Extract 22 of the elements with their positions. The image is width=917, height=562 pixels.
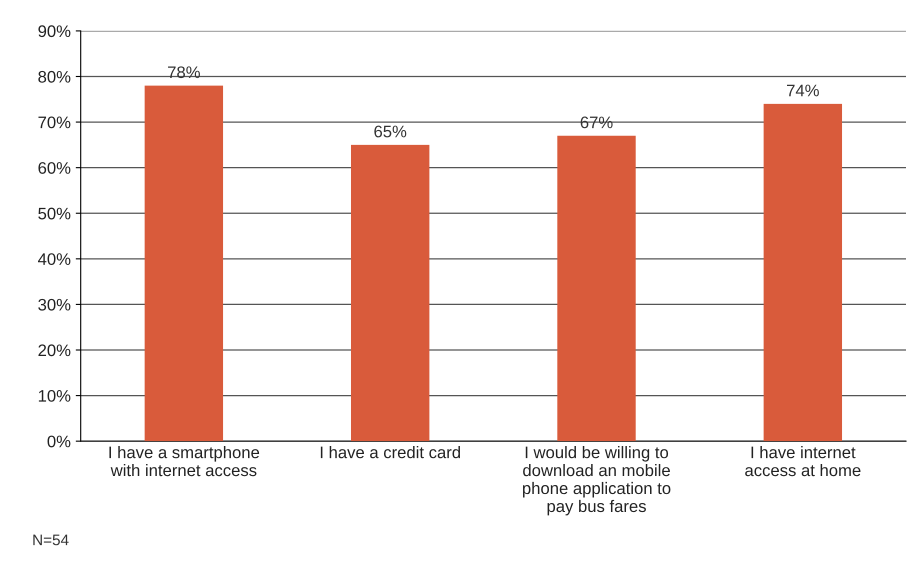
x-tick-label: I have a credit card [320, 446, 460, 458]
y-tick-label: 30% [38, 298, 70, 311]
y-tick-label: 60% [38, 162, 70, 174]
bar [557, 136, 636, 442]
bar [144, 86, 224, 442]
y-tick-label: 80% [38, 70, 70, 83]
data-label: 78% [168, 66, 200, 78]
x-tick-label: I have internet access at home [745, 446, 860, 476]
y-tick-label: 10% [38, 390, 70, 402]
bar [764, 104, 842, 442]
x-tick-label: I would be willing to download an mobile phone application to pay bus fares [522, 446, 670, 516]
y-tick-label: 50% [38, 208, 70, 220]
y-tick-label: 20% [38, 344, 70, 356]
y-tick-label: 70% [38, 116, 70, 128]
y-tick-label: 90% [38, 25, 70, 38]
bar [350, 144, 430, 442]
y-tick-label: 0% [48, 436, 70, 448]
x-tick-label: I have a smartphone with internet access [109, 446, 260, 476]
y-tick-label: 40% [38, 253, 70, 266]
data-label: 74% [787, 84, 819, 96]
text: N=54 [33, 534, 69, 546]
data-label: 65% [374, 126, 406, 138]
